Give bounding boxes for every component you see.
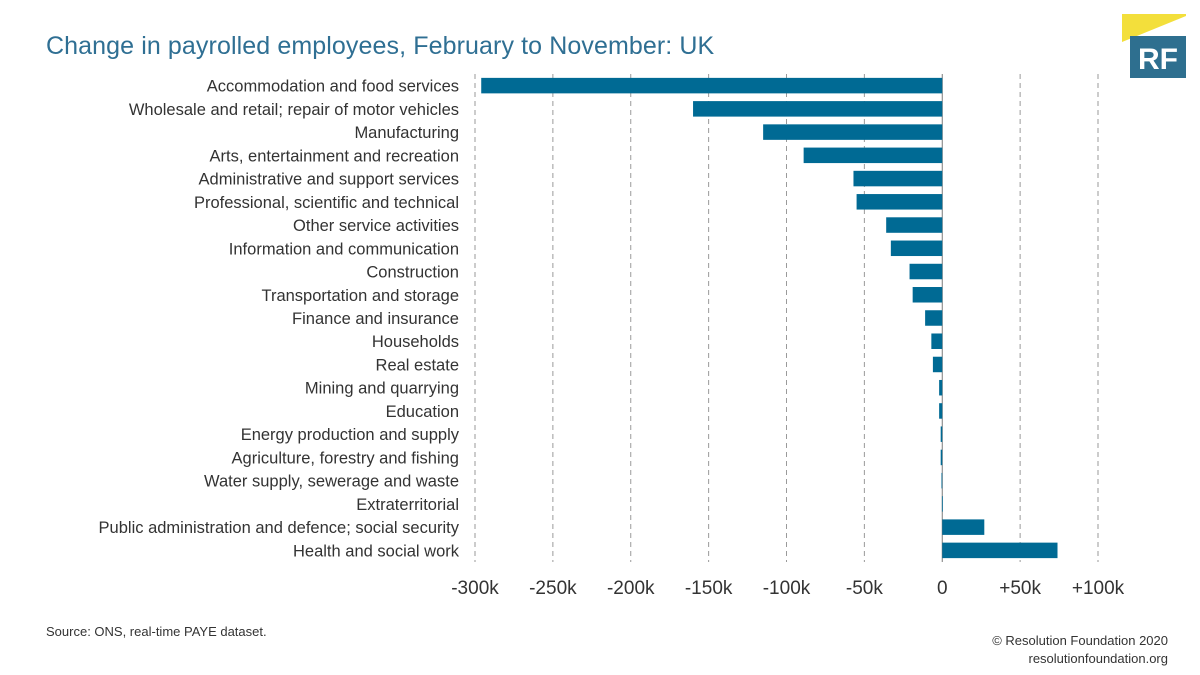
bar (912, 287, 943, 303)
bar (942, 519, 985, 535)
category-label: Households (372, 333, 459, 351)
bar (942, 542, 1058, 559)
bar (763, 124, 943, 140)
bar (803, 147, 943, 164)
category-label: Arts, entertainment and recreation (210, 147, 459, 165)
bar (856, 194, 943, 210)
x-tick-label: -100k (763, 578, 811, 599)
bar (886, 217, 943, 233)
category-label: Extraterritorial (356, 496, 459, 514)
x-tick-label: -150k (685, 578, 733, 599)
logo-yellow-fill (1122, 14, 1186, 42)
bar-chart: Accommodation and food services Wholesale… (99, 74, 1125, 599)
bar (925, 310, 943, 326)
bar (939, 403, 943, 419)
category-label: Professional, scientific and technical (194, 194, 459, 212)
bars (481, 77, 1058, 559)
category-label: Education (386, 403, 459, 421)
copyright-text: © Resolution Foundation 2020 (992, 633, 1168, 648)
category-label: Energy production and supply (241, 426, 460, 444)
category-label: Construction (366, 264, 459, 282)
category-label: Agriculture, forestry and fishing (232, 449, 459, 467)
bar (941, 472, 943, 489)
category-label: Other service activities (293, 217, 459, 235)
category-label: Public administration and defence; socia… (99, 519, 460, 537)
x-tick-label: +100k (1072, 578, 1125, 599)
website-text: resolutionfoundation.org (1028, 651, 1169, 666)
category-labels: Accommodation and food services Wholesale… (99, 78, 460, 561)
bar (932, 356, 943, 373)
category-label: Manufacturing (354, 124, 459, 142)
bar (940, 426, 943, 442)
rf-logo: RF (1122, 14, 1186, 78)
category-label: Real estate (376, 356, 459, 374)
category-label: Finance and insurance (292, 310, 459, 328)
bar (909, 263, 943, 280)
logo-teal-block (1130, 36, 1186, 78)
category-label: Mining and quarrying (305, 380, 459, 398)
x-tick-label: 0 (937, 578, 948, 599)
x-tick-label: -200k (607, 578, 655, 599)
x-tick-label: -50k (846, 578, 883, 599)
bar (940, 449, 943, 466)
category-label: Information and communication (229, 240, 459, 258)
bar (931, 333, 943, 349)
bar (853, 170, 943, 187)
bar (693, 101, 943, 117)
category-label: Transportation and storage (261, 287, 459, 305)
grid-lines (474, 74, 1099, 562)
category-label: Wholesale and retail; repair of motor ve… (129, 101, 459, 119)
chart-title: Change in payrolled employees, February … (46, 32, 715, 60)
footer-credits: © Resolution Foundation 2020 resolutionf… (992, 632, 1168, 668)
category-label: Health and social work (293, 542, 460, 560)
x-axis-ticks: -300k -250k -200k -150k -100k -50k 0 +50k +100k (451, 578, 1124, 599)
bar (939, 379, 943, 396)
bar (890, 240, 943, 257)
logo-text: RF (1138, 43, 1178, 76)
x-tick-label: -250k (529, 578, 577, 599)
x-tick-label: +50k (999, 578, 1041, 599)
category-label: Accommodation and food services (207, 78, 459, 96)
source-note: Source: ONS, real-time PAYE dataset. (46, 624, 267, 639)
category-label: Administrative and support services (199, 171, 459, 189)
bar (941, 496, 943, 512)
bar (481, 77, 943, 94)
category-label: Water supply, sewerage and waste (204, 473, 459, 491)
x-tick-label: -300k (451, 578, 499, 599)
